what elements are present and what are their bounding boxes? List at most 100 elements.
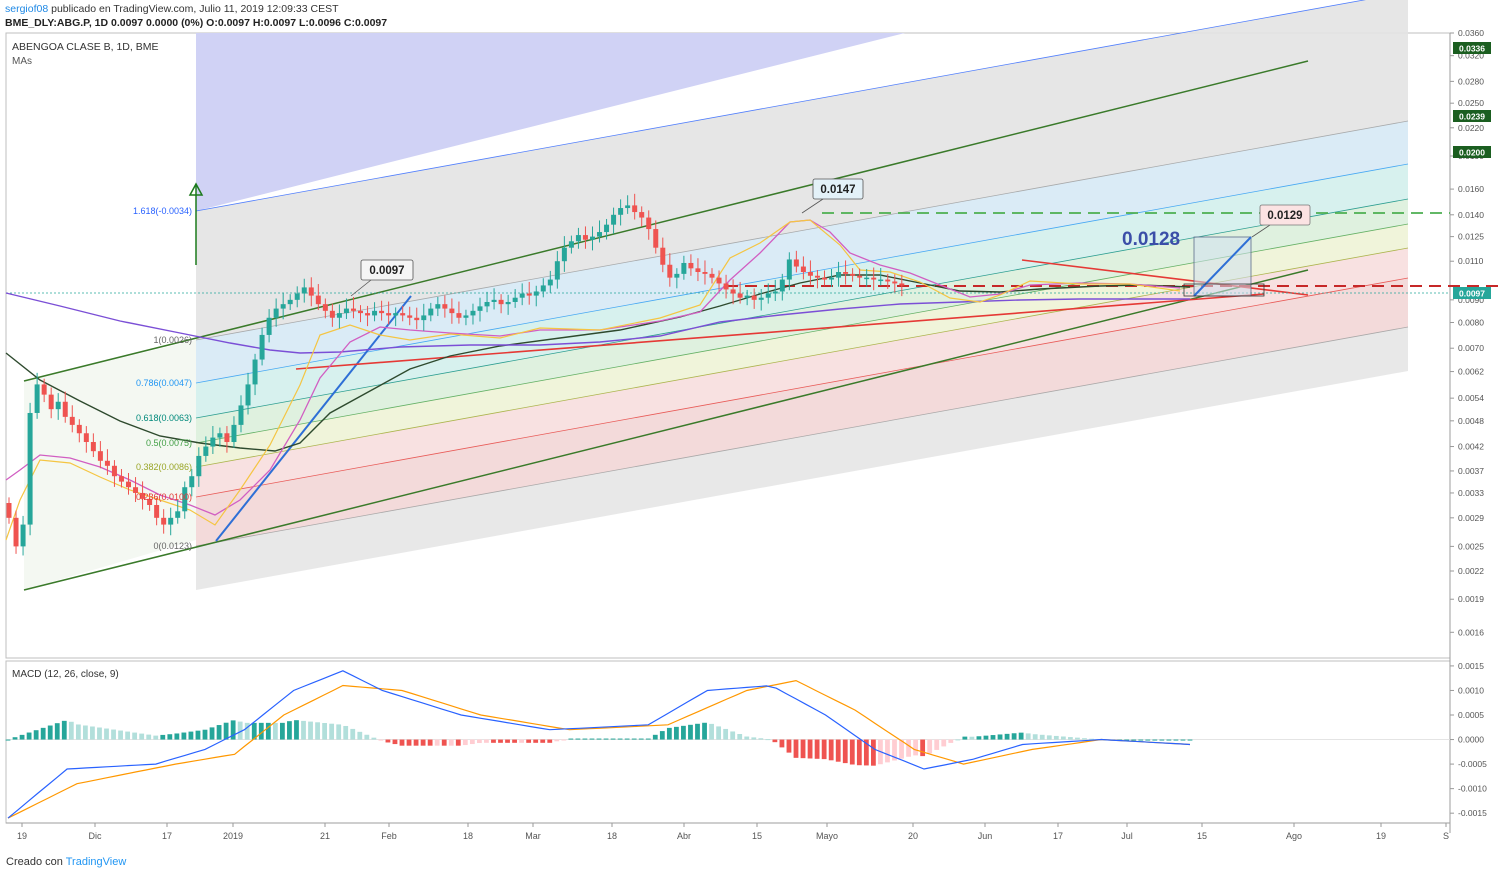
band-0786: [196, 164, 1408, 418]
callout-0129-box: [1259, 204, 1311, 226]
author-link[interactable]: sergiof08: [5, 3, 49, 15]
fib-label: 0.236(0.0100): [136, 492, 192, 502]
price-tick-label: 0.0054: [1458, 393, 1484, 403]
candle-body: [681, 262, 687, 274]
time-tick-label: Mayo: [816, 831, 838, 841]
macd-histogram-bar: [406, 739, 412, 746]
price-tick-label: 0.0048: [1458, 416, 1484, 426]
ma-slow-line: [5, 274, 1191, 452]
candle-body: [90, 442, 96, 452]
fib-label: 0.382(0.0086): [136, 462, 192, 472]
candle-body: [217, 433, 223, 438]
fib-label: 1.618(-0.0034): [133, 206, 192, 216]
macd-title: MACD (12, 26, close, 9): [12, 669, 119, 680]
macd-histogram-bar: [371, 737, 377, 740]
macd-histogram-bar: [294, 720, 299, 740]
ma-fast-line: [5, 219, 1181, 541]
fib-label: 0.618(0.0063): [136, 413, 192, 423]
macd-histogram-bar: [800, 739, 806, 759]
candle-body: [126, 481, 132, 488]
macd-histogram-bar: [399, 739, 405, 746]
candle-body: [765, 293, 771, 298]
tradingview-logo[interactable]: TradingView: [65, 856, 127, 868]
candle-body: [864, 277, 870, 280]
macd-histogram-bar: [610, 738, 616, 740]
candle-body: [540, 285, 546, 292]
macd-histogram-bar: [26, 732, 32, 740]
price-tick-label: 0.0022: [1458, 566, 1484, 576]
candle-body: [147, 498, 153, 505]
macd-histogram-bar: [1138, 739, 1144, 741]
candle-body: [343, 308, 349, 314]
fib-line-3: [195, 198, 1409, 419]
macd-histogram-bar: [54, 723, 60, 740]
candle-body: [76, 424, 82, 434]
macd-histogram-bar: [786, 739, 792, 753]
macd-histogram-bar: [575, 738, 581, 740]
candle-body: [168, 517, 174, 525]
macd-histogram-bar: [997, 734, 1003, 740]
macd-histogram-bar: [315, 722, 320, 740]
candle-body: [140, 492, 146, 499]
candle-body: [407, 315, 413, 318]
candle-body: [618, 208, 624, 215]
macd-histogram-bar: [237, 721, 243, 740]
candle-body: [533, 291, 539, 296]
macd-histogram-bar: [47, 725, 53, 740]
candle-body: [456, 313, 462, 318]
fib-line-6: [195, 277, 1409, 498]
candle-body: [646, 217, 652, 230]
macd-histogram-bar: [491, 739, 496, 743]
macd-histogram-bar: [455, 739, 461, 746]
macd-histogram-bar: [927, 739, 933, 754]
candle-body: [625, 205, 631, 209]
candle-body: [428, 308, 434, 316]
candle-body: [484, 301, 490, 307]
candle-body: [336, 313, 342, 318]
price-badge-bg: [1453, 110, 1491, 122]
macd-histogram-bar: [1053, 735, 1059, 740]
candle-body: [498, 299, 504, 305]
candle-body: [118, 476, 124, 482]
candle-body: [892, 281, 898, 284]
price-tick-label: 0.0025: [1458, 541, 1484, 551]
band-1: [196, 121, 1408, 383]
measure-diagonal: [1193, 236, 1252, 297]
macd-histogram-bar: [695, 723, 700, 740]
time-tick-label: 18: [463, 831, 473, 841]
candle-body: [111, 465, 117, 477]
macd-histogram-bar: [568, 738, 574, 740]
time-tick-label: Dic: [89, 831, 102, 841]
macd-histogram-bar: [139, 733, 145, 740]
macd-histogram-bar: [702, 722, 707, 740]
macd-histogram-bar: [33, 730, 39, 740]
macd-histogram-bar: [688, 724, 693, 740]
macd-histogram-bar: [1060, 736, 1066, 740]
candle-body: [435, 304, 441, 309]
macd-histogram-bar: [751, 737, 757, 740]
macd-tick-label: -0.0005: [1458, 759, 1487, 769]
price-tick-label: 0.0090: [1458, 295, 1484, 305]
candle-body: [161, 517, 167, 525]
price-tick-label: 0.0037: [1458, 466, 1484, 476]
fib-label: 1(0.0026): [153, 335, 192, 345]
publish-info: sergiof08 publicado en TradingView.com, …: [5, 3, 339, 15]
macd-histogram-bar: [652, 734, 658, 740]
macd-histogram-bar: [990, 735, 996, 740]
macd-histogram-bar: [673, 726, 679, 740]
candle-body: [702, 272, 708, 274]
candle-body: [48, 394, 54, 410]
macd-histogram-bar: [223, 722, 229, 740]
macd-histogram-bar: [364, 734, 370, 740]
candle-body: [582, 235, 588, 240]
candle-body: [329, 310, 335, 318]
candle-body: [807, 272, 813, 276]
macd-histogram-bar: [1159, 739, 1165, 741]
candle-body: [597, 232, 603, 237]
price-tick-label: 0.0042: [1458, 442, 1484, 452]
candle-body: [400, 313, 406, 316]
macd-histogram-bar: [125, 731, 131, 740]
macd-histogram-bar: [230, 720, 236, 740]
price-tick-label: 0.0110: [1458, 256, 1484, 266]
ohlc-line: BME_DLY:ABG.P, 1D 0.0097 0.0000 (0%) O:0…: [5, 17, 388, 29]
